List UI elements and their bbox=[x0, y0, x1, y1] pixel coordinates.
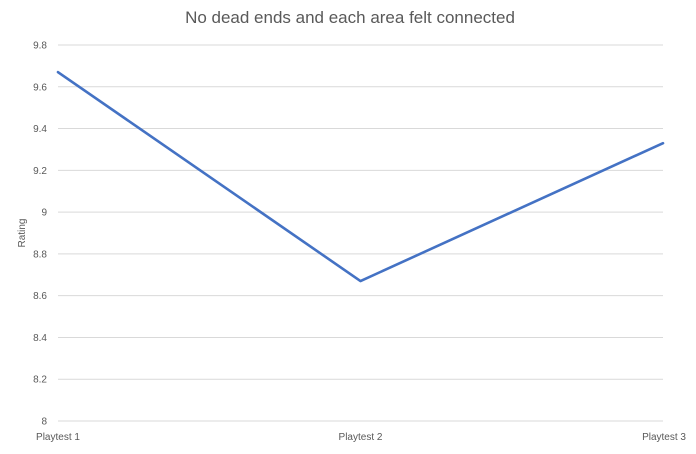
x-tick-label: Playtest 2 bbox=[339, 432, 383, 443]
y-tick-label: 9 bbox=[41, 208, 47, 219]
gridlines bbox=[58, 45, 663, 421]
y-tick-label: 9.4 bbox=[33, 124, 47, 135]
y-tick-label: 8.8 bbox=[33, 249, 47, 260]
x-tick-label: Playtest 3 bbox=[642, 432, 686, 443]
y-tick-label: 8.6 bbox=[33, 291, 47, 302]
x-axis-ticks: Playtest 1 Playtest 2 Playtest 3 bbox=[36, 432, 686, 443]
y-tick-label: 8.2 bbox=[33, 375, 47, 386]
x-tick-label: Playtest 1 bbox=[36, 432, 80, 443]
series-line bbox=[58, 72, 663, 281]
y-axis-ticks: 8 8.2 8.4 8.6 8.8 9 9.2 9.4 9.6 9.8 bbox=[33, 41, 47, 428]
chart-title: No dead ends and each area felt connecte… bbox=[185, 8, 515, 27]
y-axis-label: Rating bbox=[17, 219, 28, 248]
y-tick-label: 9.2 bbox=[33, 166, 47, 177]
y-tick-label: 8.4 bbox=[33, 333, 47, 344]
series-group bbox=[58, 72, 663, 281]
y-tick-label: 8 bbox=[41, 417, 47, 428]
y-tick-label: 9.6 bbox=[33, 82, 47, 93]
y-tick-label: 9.8 bbox=[33, 41, 47, 52]
